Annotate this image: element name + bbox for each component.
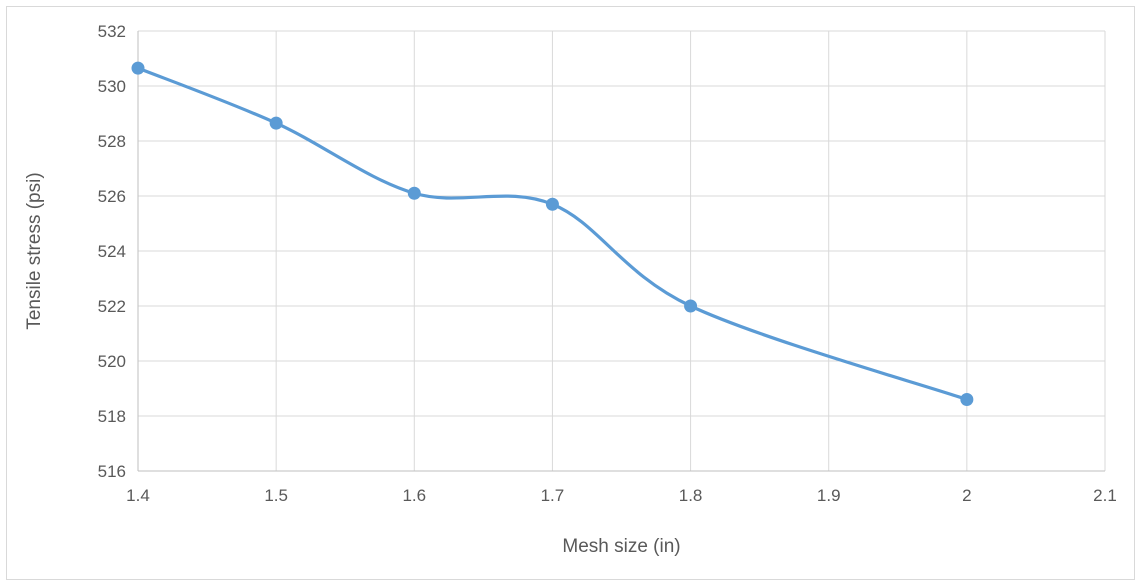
axes — [137, 31, 1105, 472]
x-tick-label: 1.5 — [264, 486, 288, 505]
series-layer — [131, 61, 974, 406]
x-axis-title: Mesh size (in) — [562, 536, 680, 557]
chart-frame — [6, 6, 1135, 580]
data-point — [684, 299, 698, 313]
y-tick-label: 524 — [98, 242, 126, 261]
data-point — [269, 116, 283, 130]
x-tick-label: 1.6 — [402, 486, 426, 505]
y-tick-label: 520 — [98, 352, 126, 371]
data-point — [960, 393, 974, 406]
x-tick-label: 2 — [962, 486, 971, 505]
x-tick-label: 1.8 — [679, 486, 703, 505]
x-tick-label: 2.1 — [1093, 486, 1117, 505]
y-tick-label: 530 — [98, 77, 126, 96]
y-tick-label: 532 — [98, 22, 126, 41]
data-point — [131, 61, 145, 75]
data-point — [407, 186, 421, 200]
y-tick-label: 528 — [98, 132, 126, 151]
y-axis-title: Tensile stress (psi) — [24, 172, 45, 329]
gridlines — [137, 30, 1106, 472]
y-tick-label: 516 — [98, 462, 126, 481]
x-tick-label: 1.9 — [817, 486, 841, 505]
y-tick-label: 518 — [98, 407, 126, 426]
y-tick-label: 522 — [98, 297, 126, 316]
x-tick-label: 1.7 — [541, 486, 565, 505]
y-tick-label: 526 — [98, 187, 126, 206]
y-tick-labels: 516 518 520 522 524 526 528 530 532 — [98, 22, 126, 481]
x-tick-labels: 1.4 1.5 1.6 1.7 1.8 1.9 2 2.1 — [126, 486, 1117, 505]
x-tick-label: 1.4 — [126, 486, 150, 505]
data-point — [545, 197, 559, 211]
